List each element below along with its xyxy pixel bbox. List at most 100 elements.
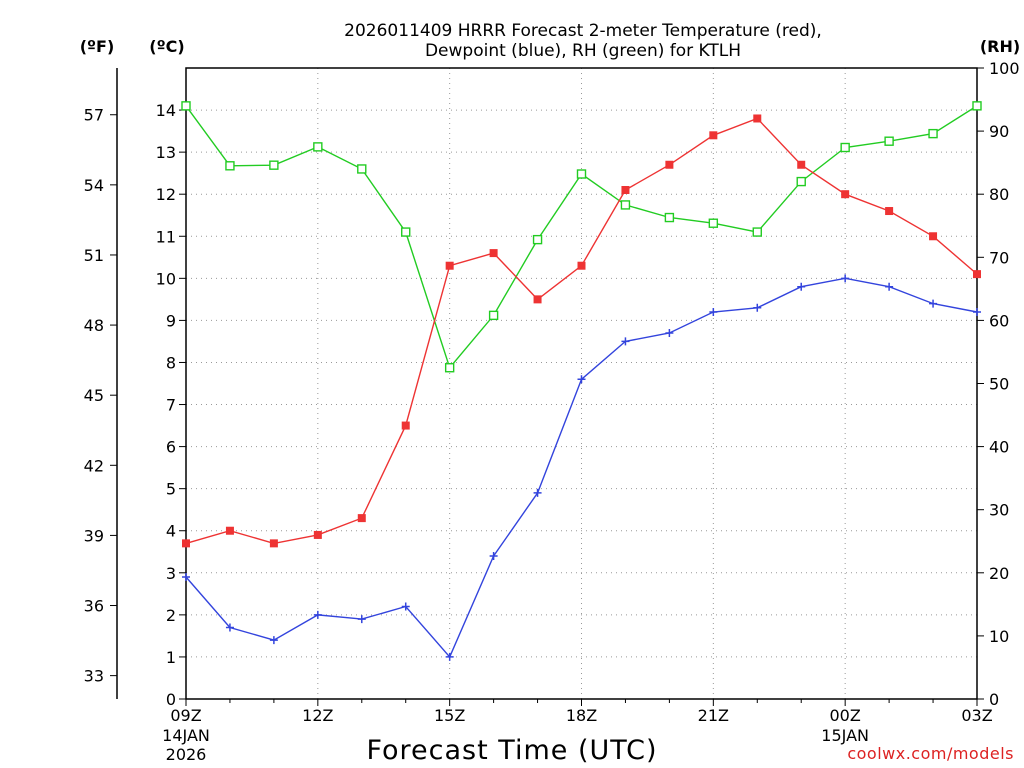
rh-tick-label-90: 90 <box>989 122 1009 141</box>
unit-label-celsius: (ºC) <box>149 37 184 56</box>
temperature-point-12 <box>709 131 718 140</box>
c-tick-label-2: 2 <box>166 606 176 625</box>
x-tick-label-21Z: 21Z <box>698 706 729 725</box>
temperature-point-14 <box>797 160 806 169</box>
temperature-point-5 <box>401 421 410 430</box>
rh-point-14 <box>796 176 806 187</box>
rh-point-1 <box>225 161 235 171</box>
watermark: coolwx.com/models <box>847 744 1014 763</box>
x-tick-label-18Z: 18Z <box>566 706 597 725</box>
chart-title: 2026011409 HRRR Forecast 2-meter Tempera… <box>344 21 822 61</box>
dewpoint-markers <box>182 274 981 661</box>
temperature-point-2 <box>269 539 278 548</box>
c-tick-label-0: 0 <box>166 690 176 709</box>
dewpoint-point-10 <box>621 337 630 346</box>
temperature-point-6 <box>445 261 454 270</box>
rh-tick-label-30: 30 <box>989 501 1009 520</box>
rh-tick-label-0: 0 <box>989 690 999 709</box>
x-tick-label-00Z: 00Z <box>830 706 861 725</box>
rh-tick-label-80: 80 <box>989 185 1009 204</box>
temperature-point-9 <box>577 261 586 270</box>
dewpoint-point-3 <box>313 610 322 619</box>
x-axis-label: Forecast Time (UTC) <box>366 735 657 766</box>
data-series <box>181 101 982 661</box>
grid-lines <box>186 68 977 699</box>
f-tick-label-48: 48 <box>84 316 104 335</box>
c-tick-label-1: 1 <box>166 648 176 667</box>
dewpoint-point-6 <box>445 652 454 661</box>
f-tick-label-45: 45 <box>84 386 104 405</box>
c-tick-label-3: 3 <box>166 564 176 583</box>
c-tick-label-5: 5 <box>166 480 176 499</box>
dewpoint-point-18 <box>973 307 981 316</box>
c-tick-label-9: 9 <box>166 311 176 330</box>
rh-point-4 <box>357 164 367 174</box>
temperature-point-0 <box>182 539 190 548</box>
c-tick-label-8: 8 <box>166 353 176 372</box>
temperature-point-1 <box>225 526 234 535</box>
rh-point-3 <box>313 142 323 152</box>
dewpoint-point-14 <box>797 282 806 291</box>
rh-tick-label-20: 20 <box>989 564 1009 583</box>
dewpoint-point-15 <box>841 274 850 283</box>
x-tick-label-15Z: 15Z <box>434 706 465 725</box>
title-line-1: 2026011409 HRRR Forecast 2-meter Tempera… <box>344 21 822 41</box>
dewpoint-point-2 <box>269 636 278 645</box>
rh-point-7 <box>488 310 499 321</box>
x-date-label-14JAN: 14JAN <box>162 726 210 745</box>
rh-point-11 <box>664 212 675 223</box>
c-tick-label-10: 10 <box>156 269 176 288</box>
c-tick-label-13: 13 <box>156 143 176 162</box>
temperature-point-15 <box>841 190 850 199</box>
axes: 3336394245485154570123456789101112131401… <box>84 59 1020 764</box>
rh-tick-label-70: 70 <box>989 248 1009 267</box>
rh-point-12 <box>708 218 719 228</box>
temperature-point-3 <box>313 530 322 539</box>
dewpoint-point-8 <box>533 488 542 497</box>
title-line-2: Dewpoint (blue), RH (green) for KTLH <box>425 41 741 61</box>
rh-markers <box>181 101 982 373</box>
rh-point-5 <box>401 227 411 237</box>
dewpoint-point-13 <box>753 303 762 312</box>
rh-point-16 <box>884 136 894 146</box>
temperature-point-8 <box>533 295 542 304</box>
f-tick-label-54: 54 <box>84 176 104 195</box>
c-tick-label-6: 6 <box>166 438 176 457</box>
rh-point-2 <box>269 160 279 170</box>
f-tick-label-33: 33 <box>84 667 104 686</box>
rh-point-0 <box>181 101 191 111</box>
temperature-point-11 <box>665 160 674 169</box>
dewpoint-point-11 <box>665 329 674 338</box>
rh-point-9 <box>576 169 587 179</box>
rh-tick-label-60: 60 <box>989 311 1009 330</box>
dewpoint-point-4 <box>357 615 366 624</box>
temperature-point-13 <box>753 114 762 123</box>
dewpoint-point-12 <box>709 307 718 316</box>
temperature-point-18 <box>973 270 981 279</box>
dewpoint-point-7 <box>489 551 498 560</box>
temperature-point-16 <box>885 207 894 216</box>
rh-tick-label-40: 40 <box>989 438 1009 457</box>
x-year-label-2026: 2026 <box>166 745 207 764</box>
c-tick-label-7: 7 <box>166 396 176 415</box>
dewpoint-point-17 <box>929 299 938 308</box>
temperature-point-7 <box>489 249 498 258</box>
rh-point-10 <box>620 200 631 210</box>
rh-point-8 <box>532 234 543 245</box>
rh-point-17 <box>928 128 938 139</box>
rh-tick-label-50: 50 <box>989 375 1009 394</box>
x-tick-label-12Z: 12Z <box>302 706 333 725</box>
dewpoint-point-0 <box>182 573 190 582</box>
dewpoint-point-16 <box>885 282 894 291</box>
c-tick-label-14: 14 <box>156 101 176 120</box>
temperature-line <box>185 117 978 545</box>
unit-label-fahrenheit: (ºF) <box>80 37 115 56</box>
x-date-label-15JAN: 15JAN <box>821 726 869 745</box>
rh-point-6 <box>444 363 455 373</box>
c-tick-label-4: 4 <box>166 522 176 541</box>
dewpoint-point-9 <box>577 375 586 384</box>
rh-tick-label-100: 100 <box>989 59 1020 78</box>
temperature-point-17 <box>929 232 938 241</box>
x-tick-label-03Z: 03Z <box>961 706 992 725</box>
